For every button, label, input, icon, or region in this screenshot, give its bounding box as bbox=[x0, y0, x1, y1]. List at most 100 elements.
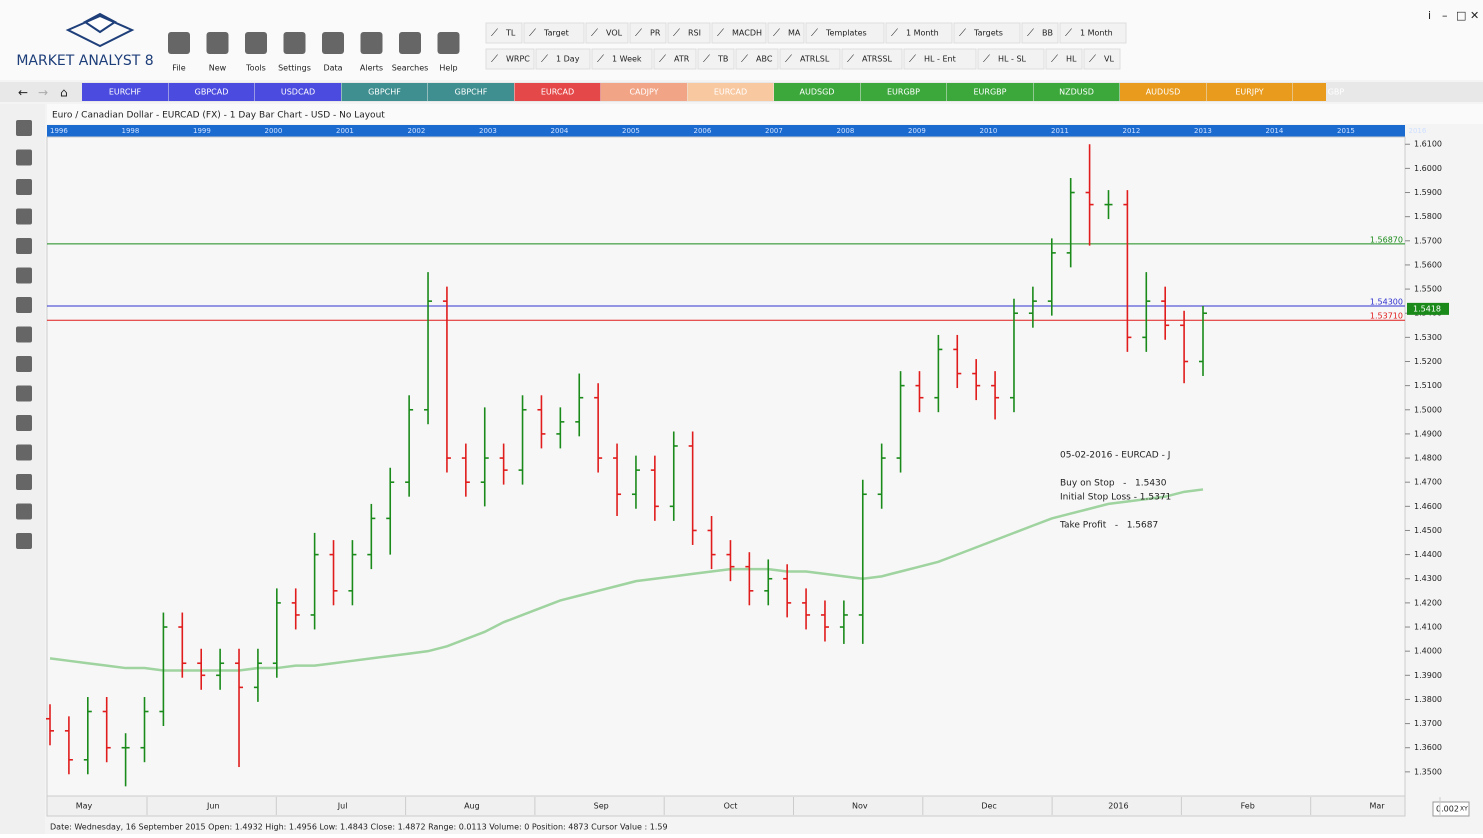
window-control[interactable]: □ bbox=[1456, 9, 1466, 22]
tool-button[interactable] bbox=[953, 22, 1021, 44]
tool-button[interactable] bbox=[535, 48, 591, 70]
menu-icon[interactable] bbox=[206, 32, 229, 54]
x-tick-label: Oct bbox=[724, 802, 738, 811]
sidebar-icon[interactable] bbox=[16, 120, 32, 136]
menu-icon[interactable] bbox=[168, 32, 190, 54]
tool-button[interactable] bbox=[805, 22, 885, 44]
year-label: 2001 bbox=[336, 127, 354, 135]
x-tick-label: 2016 bbox=[1108, 802, 1128, 811]
menu-icon[interactable] bbox=[399, 32, 421, 54]
tool-button[interactable] bbox=[485, 22, 523, 44]
forward[interactable]: → bbox=[38, 86, 48, 100]
tool-icon: ⟋ bbox=[959, 28, 966, 39]
home[interactable]: ⌂ bbox=[60, 86, 68, 100]
menu-label: Help bbox=[439, 64, 457, 73]
tool-label: 1 Month bbox=[1080, 29, 1113, 38]
tab[interactable] bbox=[1206, 83, 1293, 101]
tool-button[interactable] bbox=[977, 48, 1045, 70]
tool-label: HL bbox=[1066, 55, 1077, 64]
tab[interactable] bbox=[1120, 83, 1206, 101]
tool-label: HL - SL bbox=[998, 55, 1027, 64]
tool-icon: ⟋ bbox=[491, 54, 498, 65]
tab[interactable] bbox=[514, 83, 601, 101]
tool-button[interactable] bbox=[585, 22, 629, 44]
year-label: 2014 bbox=[1266, 127, 1284, 135]
y-tick-label: 1.3900 bbox=[1414, 671, 1442, 680]
tool-button[interactable] bbox=[711, 22, 767, 44]
tool-button[interactable] bbox=[1083, 48, 1121, 70]
sidebar-icon[interactable] bbox=[16, 415, 32, 431]
tool-button[interactable] bbox=[523, 22, 585, 44]
tab[interactable] bbox=[428, 83, 514, 101]
menu-icon[interactable] bbox=[322, 32, 344, 54]
price-tag bbox=[1407, 302, 1449, 315]
tab[interactable] bbox=[860, 83, 947, 101]
tool-button[interactable] bbox=[1059, 22, 1127, 44]
y-tick-label: 1.3800 bbox=[1414, 695, 1442, 704]
tool-icon: ⟋ bbox=[703, 54, 710, 65]
sidebar-icon[interactable] bbox=[16, 444, 32, 461]
tool-icon: ⟋ bbox=[673, 28, 680, 39]
window-control[interactable]: – bbox=[1442, 9, 1448, 22]
tab[interactable] bbox=[341, 83, 428, 101]
tool-label: TL bbox=[505, 29, 516, 38]
sidebar-icon[interactable] bbox=[16, 503, 32, 520]
year-label: 2008 bbox=[837, 127, 855, 135]
tool-icon: ⟋ bbox=[635, 28, 642, 39]
tool-button[interactable] bbox=[591, 48, 653, 70]
tab-label: USDCAD bbox=[281, 88, 315, 97]
sidebar-icon[interactable] bbox=[16, 149, 32, 166]
menu-icon[interactable] bbox=[437, 32, 460, 54]
sidebar-icon[interactable] bbox=[16, 356, 32, 372]
tool-button[interactable] bbox=[779, 48, 841, 70]
menu-icon[interactable] bbox=[245, 32, 267, 54]
sidebar-icon[interactable] bbox=[16, 533, 32, 549]
price-tag-label: 1.5418 bbox=[1413, 304, 1441, 313]
tool-button[interactable] bbox=[885, 22, 953, 44]
tool-button[interactable] bbox=[653, 48, 697, 70]
tool-label: 1 Day bbox=[556, 55, 580, 64]
y-tick-label: 1.5100 bbox=[1414, 381, 1442, 390]
sidebar-icon[interactable] bbox=[16, 297, 32, 313]
tool-button[interactable] bbox=[629, 22, 667, 44]
tab[interactable] bbox=[1033, 83, 1120, 101]
tab[interactable] bbox=[255, 83, 341, 101]
x-tick-label: Feb bbox=[1241, 802, 1255, 811]
tool-button[interactable] bbox=[667, 22, 711, 44]
sidebar-icon[interactable] bbox=[16, 179, 32, 195]
tab[interactable] bbox=[82, 83, 168, 101]
tab-label: EURCAD bbox=[714, 88, 747, 97]
tool-label: VL bbox=[1104, 55, 1114, 64]
tool-button[interactable] bbox=[767, 22, 805, 44]
window-control[interactable]: ✕ bbox=[1470, 9, 1479, 22]
sidebar-icon[interactable] bbox=[16, 474, 32, 490]
menu-icon[interactable] bbox=[360, 32, 383, 54]
window-control[interactable]: i bbox=[1428, 9, 1431, 22]
tool-button[interactable] bbox=[485, 48, 535, 70]
menu-icon[interactable] bbox=[283, 32, 306, 54]
tool-button[interactable] bbox=[1045, 48, 1083, 70]
tool-label: WRPC bbox=[506, 55, 530, 64]
tool-icon: ⟋ bbox=[983, 54, 990, 65]
tool-button[interactable] bbox=[1021, 22, 1059, 44]
sidebar-icon[interactable] bbox=[16, 267, 32, 284]
tool-icon: ⟋ bbox=[541, 54, 548, 65]
tool-button[interactable] bbox=[735, 48, 779, 70]
sidebar-icon[interactable] bbox=[16, 326, 32, 343]
tool-button[interactable] bbox=[697, 48, 735, 70]
sidebar-icon[interactable] bbox=[16, 208, 32, 225]
tab[interactable] bbox=[168, 83, 255, 101]
zoom-box[interactable] bbox=[1432, 801, 1470, 817]
tab[interactable] bbox=[1293, 83, 1326, 101]
back[interactable]: ← bbox=[18, 86, 28, 100]
tool-button[interactable] bbox=[903, 48, 977, 70]
tab[interactable] bbox=[774, 83, 860, 101]
tool-button[interactable] bbox=[841, 48, 903, 70]
sidebar-icon[interactable] bbox=[16, 385, 32, 402]
tab[interactable] bbox=[687, 83, 774, 101]
sidebar-icon[interactable] bbox=[16, 238, 32, 254]
tool-label: HL - Ent bbox=[924, 55, 956, 64]
tab[interactable] bbox=[601, 83, 687, 101]
menu-label: Data bbox=[323, 64, 342, 73]
tab[interactable] bbox=[947, 83, 1033, 101]
